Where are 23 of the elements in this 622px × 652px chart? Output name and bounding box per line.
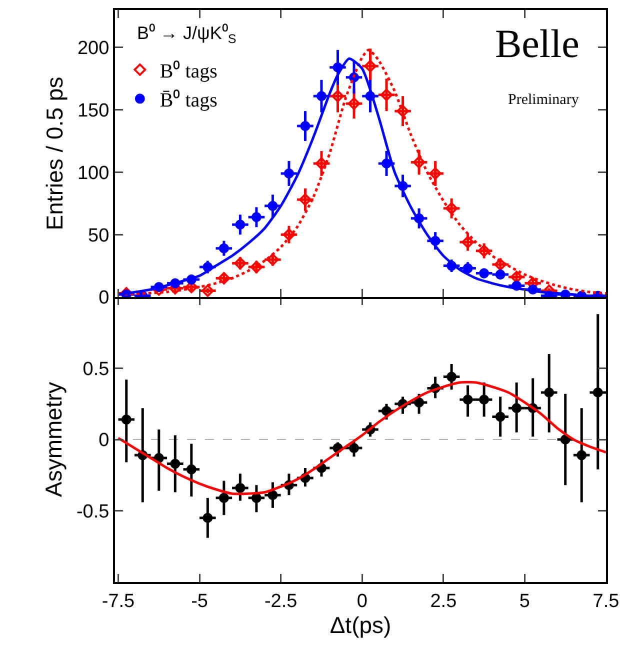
x-axis-title: Δt(ps) <box>330 612 392 638</box>
y-tick-label: 0 <box>98 288 110 309</box>
x-tick-label: 7.5 <box>592 590 620 612</box>
y-tick-label: 100 <box>77 162 110 184</box>
y-tick-label: 0.5 <box>82 358 110 380</box>
annotation: Belle <box>495 21 580 66</box>
y-axis-title: Entries / 0.5 ps <box>41 76 68 230</box>
y-tick-label: 0 <box>98 430 110 452</box>
y-tick-label: -0.5 <box>76 501 110 522</box>
y-tick-label: 150 <box>77 100 110 122</box>
y-tick-label: 50 <box>88 225 110 246</box>
x-tick-label: 5 <box>519 590 530 612</box>
legend-label: B⁰ tags <box>160 59 218 82</box>
x-tick-label: -2.5 <box>264 590 298 612</box>
annotation: Preliminary <box>508 92 580 108</box>
legend-label: B̄⁰ tags <box>160 88 218 112</box>
x-tick-label: -5 <box>191 590 208 612</box>
x-tick-label: 0 <box>356 590 368 612</box>
annotation: B⁰ → J/ψK⁰$_{S}$ <box>137 23 236 46</box>
y-axis-title: Asymmetry <box>40 382 66 497</box>
y-tick-label: 200 <box>77 38 110 60</box>
x-tick-label: -7.5 <box>102 590 135 612</box>
x-tick-label: 2.5 <box>430 590 457 612</box>
